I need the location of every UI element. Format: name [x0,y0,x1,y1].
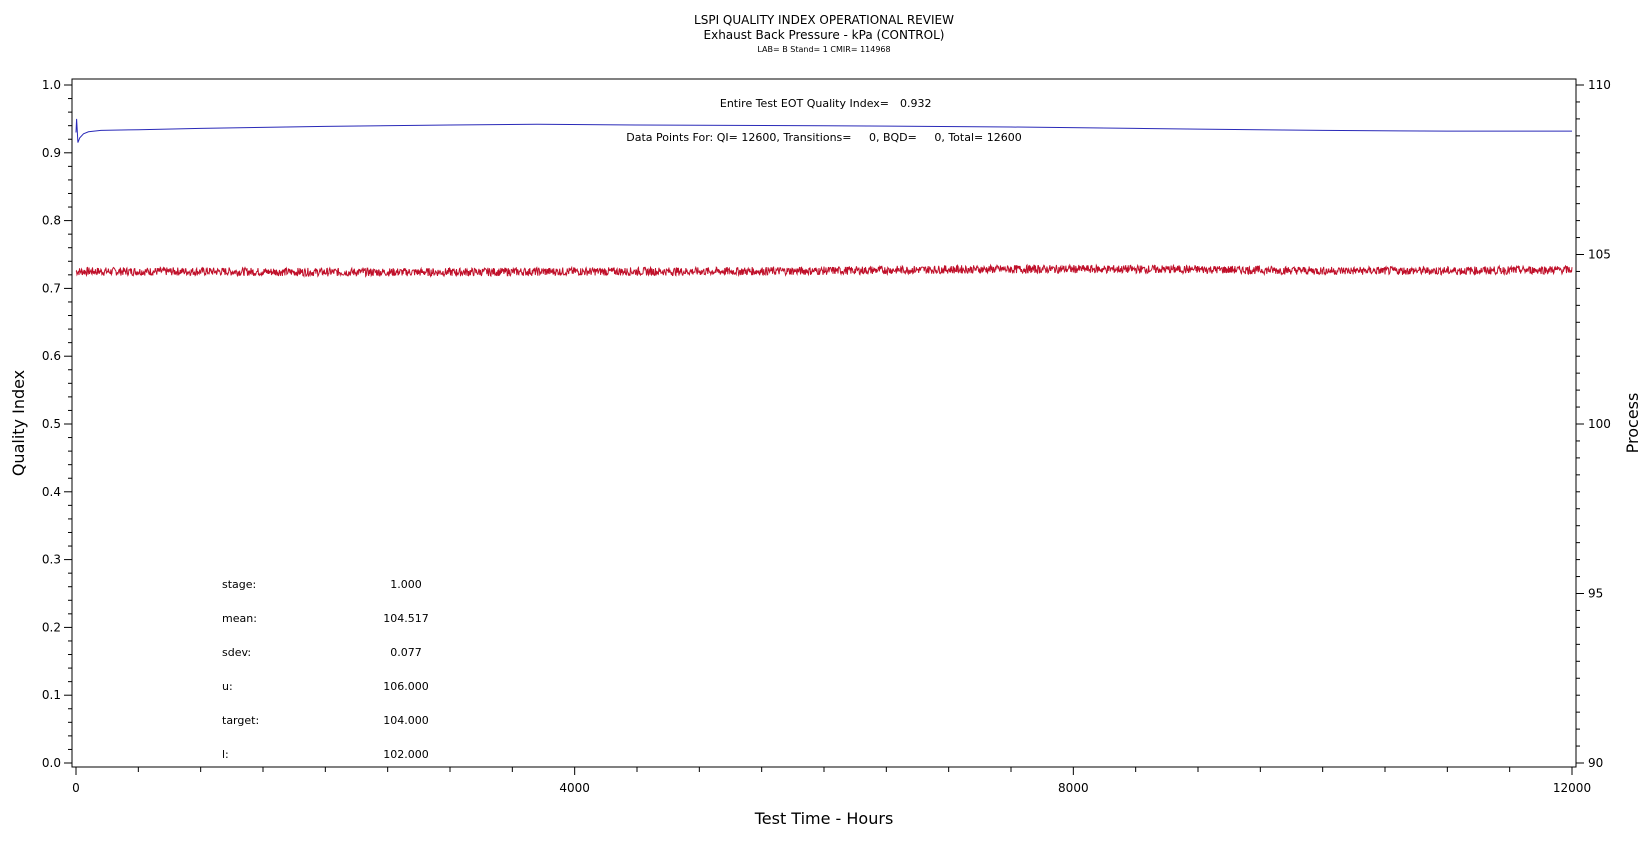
y-left-tick-label: 0.5 [42,417,61,431]
y-left-tick-label: 0.1 [42,688,61,702]
stat-label: mean: [222,612,257,625]
chart-subsubtitle: LAB= B Stand= 1 CMIR= 114968 [757,45,890,54]
stat-value: 106.000 [383,680,429,693]
x-tick-label: 8000 [1058,781,1089,795]
series-layer [75,118,1573,278]
y-left-tick-label: 1.0 [42,78,61,92]
plot-frame [71,78,1577,768]
y-left-tick-label: 0.0 [42,756,61,770]
y-left-tick-label: 0.9 [42,146,61,160]
stat-label: stage: [222,578,256,591]
qi-annotation-label: Entire Test EOT Quality Index= [720,97,889,110]
points-annotation: Data Points For: QI= 12600, Transitions=… [626,131,1021,144]
stat-value: 104.000 [383,714,429,727]
y-left-tick-label: 0.8 [42,214,61,228]
y-left-tick-label: 0.3 [42,553,61,567]
chart-subtitle: Exhaust Back Pressure - kPa (CONTROL) [704,28,945,42]
stat-value: 1.000 [390,578,422,591]
y-left-tick-label: 0.6 [42,349,61,363]
y-right-tick-label: 100 [1588,417,1611,431]
y-right-tick-label: 110 [1588,78,1611,92]
x-tick-label: 12000 [1553,781,1591,795]
y-right-tick-label: 95 [1588,587,1603,601]
y-right-axis-label: Process [1623,393,1642,454]
stat-value: 104.517 [383,612,429,625]
y-left-tick-label: 0.4 [42,485,61,499]
y-right-tick-label: 105 [1588,248,1611,262]
stats-table: stage: 1.000 mean: 104.517 sdev: 0.077 u: 106.0… [222,578,429,761]
stat-value: 0.077 [390,646,422,659]
y-left-tick-label: 0.7 [42,281,61,295]
stat-value: 102.000 [383,748,429,761]
x-tick-label: 0 [72,781,80,795]
qi-annotation-value: 0.932 [900,97,932,110]
y-right-tick-label: 90 [1588,756,1603,770]
stat-label: u: [222,680,233,693]
stat-label: target: [222,714,259,727]
quality-index-line [75,118,1572,143]
process-line [75,263,1573,278]
stat-label: sdev: [222,646,251,659]
y-left-tick-label: 0.2 [42,620,61,634]
y-right-axis-ticks: 90 95 100 105 110 [1576,78,1611,770]
stat-label: l: [222,748,229,761]
y-left-axis-ticks: 0.0 0.1 0.2 0.3 0.4 0.5 0.6 0.7 0.8 0.9 1.0 [42,78,72,770]
chart-title: LSPI QUALITY INDEX OPERATIONAL REVIEW [694,13,954,27]
x-axis-ticks: 0 4000 8000 12000 [72,767,1591,795]
x-axis-label: Test Time - Hours [754,809,894,828]
x-tick-label: 4000 [559,781,590,795]
y-left-axis-label: Quality Index [9,370,28,476]
